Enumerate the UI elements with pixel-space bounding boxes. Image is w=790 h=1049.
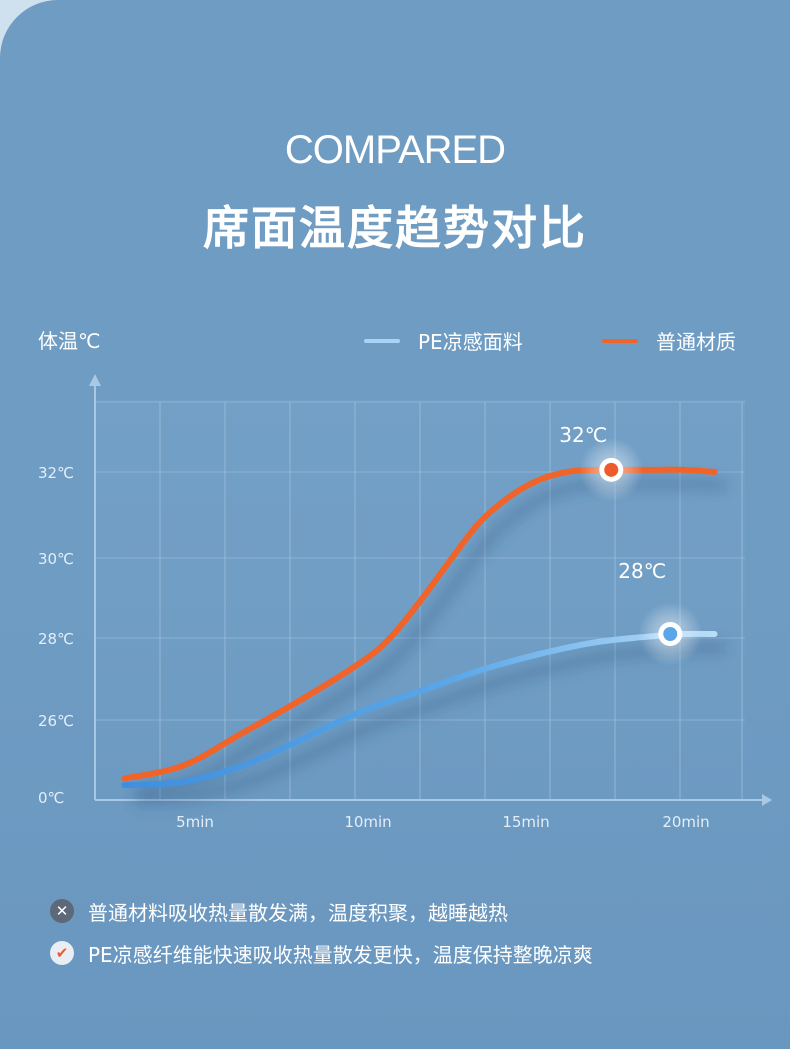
check-icon: ✔ [50,941,74,965]
y-tick-label: 30℃ [38,550,74,568]
annotation-label: 32℃ [559,423,607,447]
y-axis-title: 体温℃ [38,329,100,353]
tick-labels: 体温℃ 0℃ 26℃ 28℃ 30℃ 32℃ 5min 10min 15min 20min [38,329,710,831]
note-text-normal: 普通材料吸收热量散发满，温度积聚，越睡越热 [88,900,508,925]
note-row-normal: ✕ 普通材料吸收热量散发满，温度积聚，越睡越热 [50,896,593,926]
y-tick-label: 32℃ [38,464,74,482]
legend-label-pe: PE凉感面料 [418,330,523,354]
heading-english: COMPARED [284,128,506,172]
notes-list: ✕ 普通材料吸收热量散发满，温度积聚，越睡越热 ✔ PE凉感纤维能快速吸收热量散… [50,896,593,980]
annotation-label: 28℃ [618,559,666,583]
note-row-pe: ✔ PE凉感纤维能快速吸收热量散发更快，温度保持整晚凉爽 [50,938,593,968]
legend-item-normal: 普通材质 [602,326,736,355]
cross-icon: ✕ [50,899,74,923]
legend-item-pe: PE凉感面料 [364,326,523,355]
note-text-pe: PE凉感纤维能快速吸收热量散发更快，温度保持整晚凉爽 [88,942,593,967]
marker-dot [663,627,678,641]
heading-chinese: 席面温度趋势对比 [203,201,587,255]
x-tick-label: 20min [662,813,709,831]
x-tick-label: 10min [344,813,391,831]
markers: 32℃ 28℃ [559,423,703,666]
y-tick-label: 28℃ [38,630,74,648]
legend-swatch-pe [364,338,400,343]
y-tick-label: 0℃ [38,789,64,807]
series-shadow [135,478,727,798]
legend-label-normal: 普通材质 [656,330,736,354]
y-tick-label: 26℃ [38,712,74,730]
legend-swatch-normal [602,338,638,343]
axes [89,374,772,806]
x-tick-label: 15min [502,813,549,831]
x-tick-label: 5min [176,813,214,831]
marker-dot [604,462,619,477]
x-axis-arrow [762,794,772,806]
y-axis-arrow [89,374,101,386]
